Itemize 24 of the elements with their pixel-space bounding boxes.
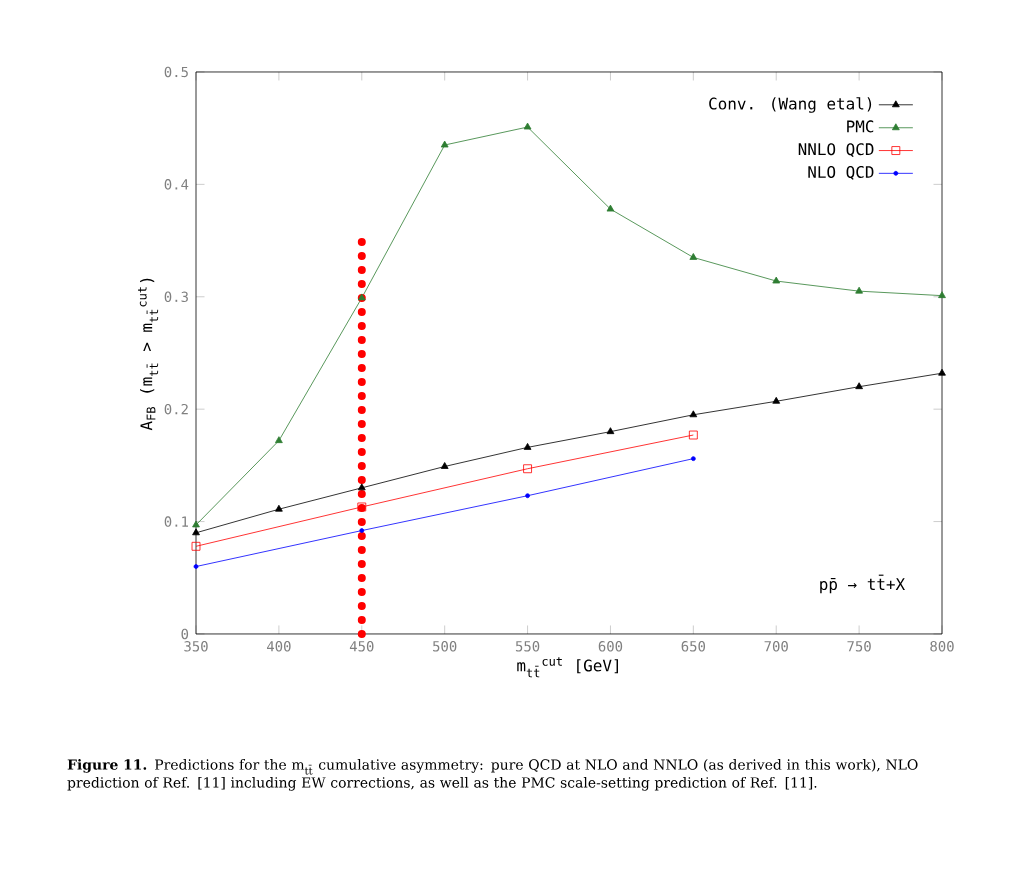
point — [938, 291, 946, 299]
point — [855, 382, 863, 390]
point — [689, 253, 698, 260]
point — [606, 427, 615, 435]
point — [440, 140, 449, 148]
point — [192, 528, 200, 536]
point — [523, 122, 532, 130]
point — [606, 204, 615, 212]
point — [440, 462, 449, 469]
point — [192, 520, 200, 528]
point — [523, 443, 532, 450]
point — [523, 464, 532, 474]
point — [357, 502, 367, 512]
point — [772, 276, 781, 284]
point — [689, 410, 698, 418]
point — [275, 436, 283, 444]
point — [191, 541, 201, 551]
point — [855, 286, 863, 294]
point — [275, 504, 283, 512]
point — [357, 483, 366, 491]
point — [357, 293, 366, 301]
point — [938, 368, 946, 376]
point — [688, 430, 698, 440]
point — [772, 396, 781, 404]
